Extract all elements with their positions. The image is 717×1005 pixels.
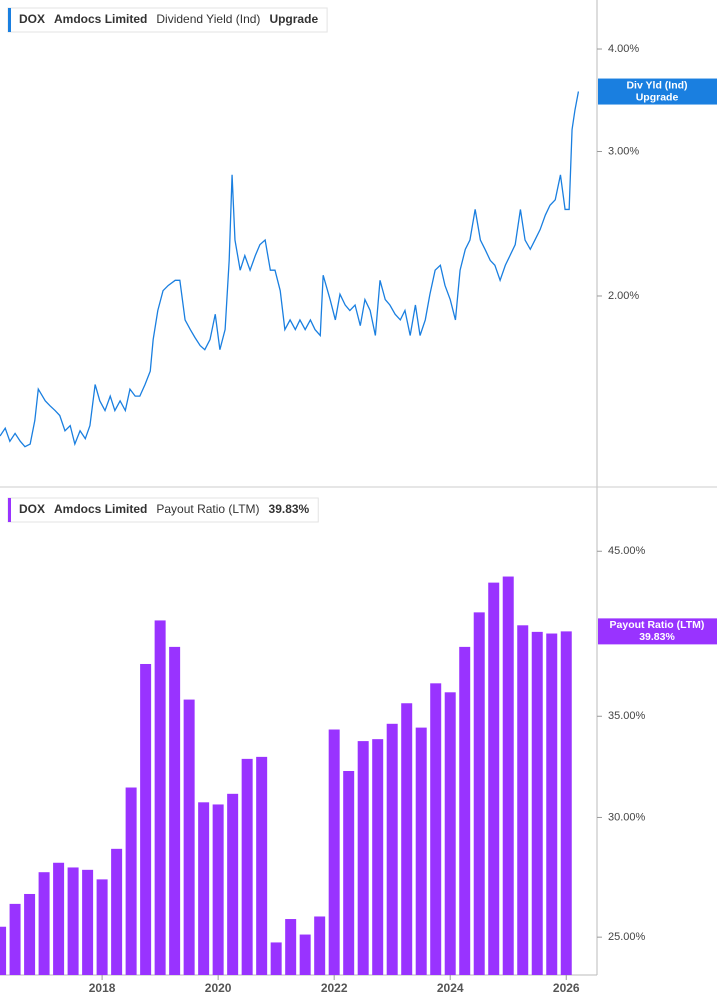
y-tick-label: 45.00%: [608, 545, 646, 557]
legend: DOX Amdocs Limited Payout Ratio (LTM) 39.83…: [7, 497, 319, 523]
bar: [256, 756, 268, 975]
legend-metric: Dividend Yield (Ind): [156, 12, 260, 26]
bar: [459, 646, 471, 975]
legend: DOX Amdocs Limited Dividend Yield (Ind) Upg…: [7, 7, 328, 33]
bar: [444, 692, 456, 975]
x-tick-label: 2020: [205, 981, 232, 995]
legend-ticker: DOX: [19, 502, 45, 516]
legend-metric: Payout Ratio (LTM): [156, 502, 259, 516]
bar: [227, 793, 239, 975]
value-tag: [598, 618, 717, 645]
legend-company: Amdocs Limited: [54, 502, 147, 516]
bar: [314, 916, 326, 975]
bar: [0, 926, 7, 975]
bar: [357, 741, 369, 975]
bar: [111, 848, 123, 975]
bar: [169, 646, 181, 975]
bar: [299, 934, 311, 975]
bar: [96, 879, 108, 975]
bar: [343, 770, 355, 975]
bar: [140, 663, 152, 975]
x-tick-label: 2022: [321, 981, 348, 995]
bar: [560, 631, 572, 975]
bar: [386, 723, 398, 975]
bar: [473, 612, 485, 975]
bar: [154, 620, 166, 975]
tag-value: Upgrade: [636, 91, 679, 103]
bar: [546, 633, 558, 975]
bar: [517, 625, 529, 975]
legend-box: [7, 7, 328, 33]
legend-value-text: 39.83%: [269, 502, 310, 516]
tag-label: Payout Ratio (LTM): [610, 619, 705, 631]
y-tick-label: 25.00%: [608, 931, 646, 943]
x-tick-label: 2018: [89, 981, 116, 995]
y-tick-label: 2.00%: [608, 290, 639, 302]
y-tick-label: 35.00%: [608, 710, 646, 722]
legend-company: Amdocs Limited: [54, 12, 147, 26]
x-tick-label: 2026: [553, 981, 580, 995]
bar: [183, 699, 195, 975]
bar: [38, 872, 50, 975]
bar: [285, 919, 297, 975]
x-tick-label: 2024: [437, 981, 464, 995]
bar: [125, 787, 137, 975]
bar: [24, 893, 36, 975]
bar: [198, 802, 210, 975]
value-tag: [598, 78, 717, 105]
bar: [212, 804, 224, 975]
legend-swatch: [8, 8, 11, 32]
y-tick-label: 3.00%: [608, 145, 639, 157]
tag-value: 39.83%: [639, 631, 675, 643]
bar: [82, 869, 94, 975]
bar: [270, 942, 282, 975]
legend-value-text: Upgrade: [269, 12, 318, 26]
legend-ticker: DOX: [19, 12, 45, 26]
tag-label: Div Yld (Ind): [626, 79, 687, 91]
bar: [53, 862, 65, 975]
bar: [372, 739, 384, 975]
bar: [430, 683, 442, 975]
y-tick-label: 30.00%: [608, 811, 646, 823]
bar: [488, 582, 500, 975]
bar: [415, 727, 427, 975]
bar: [67, 867, 79, 975]
bar: [9, 903, 21, 975]
y-tick-label: 4.00%: [608, 43, 639, 55]
bar: [502, 576, 514, 975]
legend-swatch: [8, 498, 11, 522]
bar: [401, 703, 413, 975]
line-series: [0, 91, 580, 448]
bar: [241, 758, 253, 975]
bar: [328, 729, 340, 975]
bar: [531, 631, 543, 975]
legend-box: [7, 497, 319, 523]
